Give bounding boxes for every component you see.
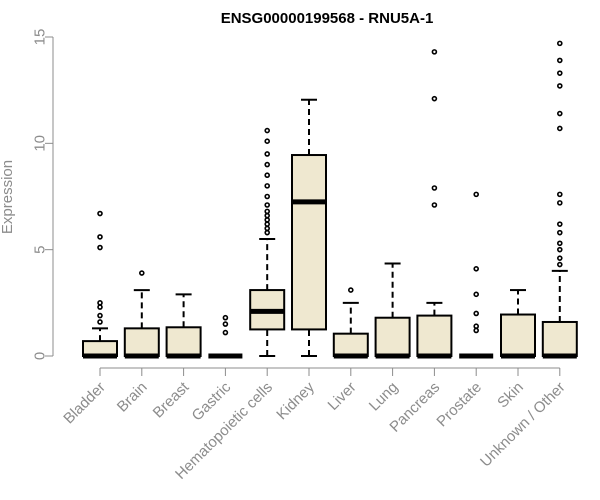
box-pancreas: [416, 49, 453, 359]
box-unknown-other: [541, 40, 578, 359]
outlier-point: [97, 244, 103, 251]
outlier-point: [264, 202, 271, 208]
box-kidney: [291, 98, 327, 357]
box-brain: [123, 270, 160, 359]
outlier-point: [431, 49, 438, 55]
box-iqr: [416, 314, 453, 357]
boxes: [82, 40, 578, 359]
outlier-point: [556, 125, 563, 132]
outlier-point: [264, 151, 271, 157]
outlier-point: [473, 310, 480, 317]
outlier-point: [97, 304, 103, 310]
box-iqr: [123, 327, 160, 357]
y-tick-label: 10: [32, 135, 49, 152]
category-label: Breast: [150, 378, 193, 421]
box-lung: [374, 262, 411, 359]
outlier-point: [556, 221, 563, 227]
outlier-point: [473, 191, 480, 198]
outlier-point: [97, 312, 103, 319]
box-iqr: [541, 320, 578, 357]
outlier-point: [264, 208, 271, 215]
y-tick-label: 0: [32, 352, 49, 360]
box-iqr: [332, 332, 369, 358]
y-axis-label: Expression: [0, 160, 16, 234]
chart-title: ENSG00000199568 - RNU5A-1: [221, 10, 434, 27]
y-tick-label: 5: [32, 245, 49, 253]
outlier-point: [347, 287, 354, 293]
outlier-point: [222, 329, 229, 336]
outlier-point: [431, 95, 438, 102]
outlier-point: [222, 321, 229, 327]
category-label: Skin: [494, 379, 527, 412]
outlier-point: [97, 210, 103, 217]
box-iqr: [165, 326, 202, 358]
category-label: Brain: [114, 379, 151, 416]
box-liver: [332, 287, 369, 359]
outlier-point: [264, 221, 271, 227]
outlier-point: [473, 266, 480, 272]
outlier-point: [556, 40, 563, 47]
outlier-point: [97, 300, 103, 306]
outlier-point: [264, 127, 271, 134]
outlier-point: [556, 261, 563, 268]
outlier-point: [97, 319, 103, 325]
outlier-point: [473, 291, 480, 298]
outlier-point: [556, 57, 563, 64]
box-iqr: [374, 316, 411, 357]
outlier-point: [264, 193, 271, 200]
box-iqr: [500, 313, 536, 357]
box-gastric: [208, 314, 243, 359]
outlier-point: [556, 200, 563, 206]
outlier-point: [556, 83, 563, 89]
outlier-point: [264, 229, 271, 236]
box-skin: [500, 289, 536, 359]
outlier-point: [264, 217, 271, 223]
box-breast: [165, 293, 202, 359]
outlier-point: [473, 323, 480, 330]
category-label: Kidney: [273, 378, 318, 423]
y-ticks: 0 5 10 15: [32, 29, 53, 360]
outlier-point: [264, 172, 271, 179]
outlier-point: [556, 255, 563, 261]
category-label: Lung: [366, 379, 402, 415]
category-label: Bladder: [60, 379, 109, 428]
y-tick-label: 15: [32, 29, 49, 46]
outlier-point: [431, 202, 438, 208]
box-bladder: [82, 210, 118, 359]
outlier-point: [139, 270, 145, 276]
outlier-point: [264, 225, 271, 232]
outlier-point: [264, 212, 271, 219]
box-hematopoietic-cells: [249, 127, 286, 357]
box-prostate: [459, 191, 494, 359]
outlier-point: [97, 234, 103, 240]
outlier-point: [264, 161, 271, 168]
outlier-point: [556, 229, 563, 236]
box-iqr: [291, 154, 327, 331]
category-label: Prostate: [433, 379, 485, 431]
outlier-point: [556, 191, 563, 198]
outlier-point: [473, 327, 480, 334]
outlier-point: [556, 110, 563, 117]
outlier-point: [556, 70, 563, 76]
outlier-point: [431, 185, 438, 191]
outlier-point: [264, 183, 271, 189]
outlier-point: [556, 246, 563, 253]
outlier-point: [222, 314, 229, 321]
category-label: Liver: [325, 379, 360, 414]
outlier-point: [556, 240, 563, 247]
outlier-point: [264, 138, 271, 145]
